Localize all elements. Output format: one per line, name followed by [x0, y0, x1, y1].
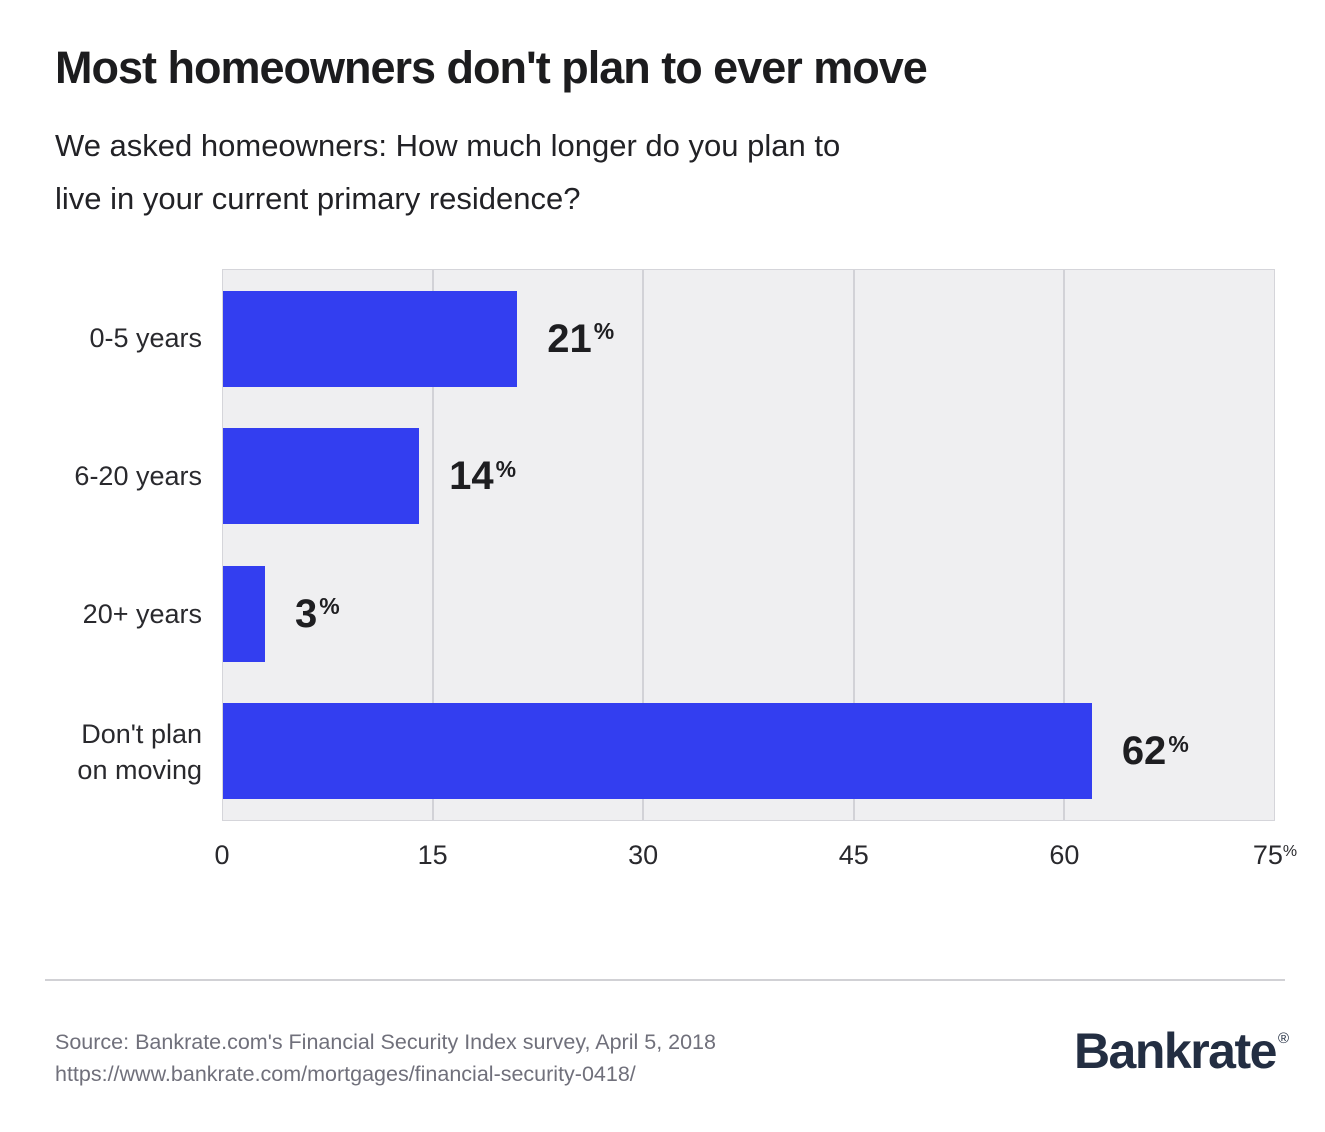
source-line-1: Source: Bankrate.com's Financial Securit… [55, 1030, 716, 1054]
subtitle-line-1: We asked homeowners: How much longer do … [55, 128, 841, 163]
gridline [1062, 270, 1065, 820]
bar-row: 21% [223, 270, 1274, 408]
bar-row: 62% [223, 683, 1274, 821]
bar-row: 3% [223, 545, 1274, 683]
value-label: 3% [295, 591, 340, 636]
value-label: 14% [449, 454, 517, 499]
category-label: 0-5 years [89, 323, 202, 353]
chart-subtitle: We asked homeowners: How much longer do … [55, 119, 840, 225]
bankrate-logo-text: Bankrate [1073, 1023, 1278, 1079]
gridline [642, 270, 645, 820]
x-axis: 0 15 30 45 60 75% [214, 840, 1297, 880]
subtitle-line-2: live in your current primary residence? [55, 181, 581, 216]
percent-sign: % [319, 593, 340, 620]
category-label: 6-20 years [74, 461, 202, 491]
percent-sign: % [593, 318, 615, 345]
bar [223, 290, 518, 387]
x-tick-label: 60 [1049, 840, 1080, 870]
bar [223, 428, 420, 525]
x-tick-label: 75% [1252, 840, 1298, 870]
gridline [432, 270, 435, 820]
source-text: Source: Bankrate.com's Financial Securit… [55, 1026, 716, 1090]
plot-area: 21% 14% 3% 62% [222, 269, 1275, 821]
bar [223, 703, 1092, 800]
category-label: Don't plan on moving [77, 719, 202, 785]
x-tick-label: 15 [417, 840, 448, 870]
category-labels: 0-5 years 6-20 years 20+ years Don't plan o… [0, 269, 222, 821]
percent-sign: % [1282, 843, 1298, 860]
gridline [852, 270, 855, 820]
bankrate-logo: Bankrate ® [1074, 1026, 1289, 1076]
page-title: Most homeowners don't plan to ever move [55, 42, 928, 93]
percent-sign: % [495, 455, 517, 482]
value-label: 62% [1121, 729, 1189, 774]
bar-rows: 21% 14% 3% 62% [223, 270, 1274, 820]
x-tick-label: 0 [214, 840, 230, 870]
percent-sign: % [1168, 730, 1189, 757]
x-tick-label: 45 [838, 840, 869, 870]
category-label: 20+ years [82, 599, 202, 629]
source-line-2: https://www.bankrate.com/mortgages/finan… [55, 1062, 636, 1086]
x-tick-label: 30 [628, 840, 659, 870]
value-label: 21% [547, 316, 615, 361]
footer-divider [45, 979, 1285, 981]
registered-trademark-icon: ® [1277, 1029, 1289, 1047]
bar-row: 14% [223, 408, 1274, 546]
bar [223, 565, 266, 662]
